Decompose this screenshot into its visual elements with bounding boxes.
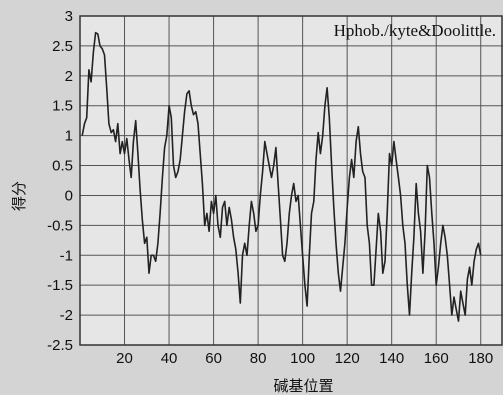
- plot-frame: [79, 15, 503, 346]
- plot-background: [80, 16, 503, 345]
- y-axis-ticks: 3 2.5 2 1.5 1 0.5 0 -0.5 -1 -1.5 -2 -2.5: [47, 8, 73, 354]
- y-tick-label: -2: [60, 307, 73, 324]
- x-tick-label: 120: [335, 350, 360, 367]
- x-tick-label: 40: [161, 350, 178, 367]
- y-tick-label: -2.5: [47, 337, 73, 354]
- series-line: [81, 31, 482, 322]
- y-tick-label: -1.5: [47, 277, 73, 294]
- y-tick-label: 2: [65, 68, 73, 85]
- x-tick-label: 60: [205, 350, 222, 367]
- x-tick-label: 160: [424, 350, 449, 367]
- x-tick-label: 180: [468, 350, 493, 367]
- series-lines: [81, 31, 482, 322]
- y-tick-label: 1.5: [52, 98, 73, 115]
- x-tick-label: 20: [116, 350, 133, 367]
- y-tick-label: -0.5: [47, 217, 73, 234]
- y-axis-label: 得分: [10, 181, 28, 211]
- y-tick-label: 1: [65, 128, 73, 145]
- y-tick-label: 3: [65, 8, 73, 25]
- y-tick-label: 2.5: [52, 38, 73, 55]
- y-tick-label: 0: [65, 187, 73, 204]
- y-tick-label: 0.5: [52, 158, 73, 175]
- legend-text: Hphob./kyte&Doolittle.: [334, 21, 496, 40]
- x-tick-label: 100: [290, 350, 315, 367]
- x-tick-label: 140: [379, 350, 404, 367]
- x-tick-label: 80: [250, 350, 267, 367]
- y-tick-label: -1: [60, 247, 73, 264]
- x-axis-label: 碱基位置: [273, 377, 333, 395]
- x-axis-ticks: 20 40 60 80 100 120 140 160 180: [116, 350, 493, 367]
